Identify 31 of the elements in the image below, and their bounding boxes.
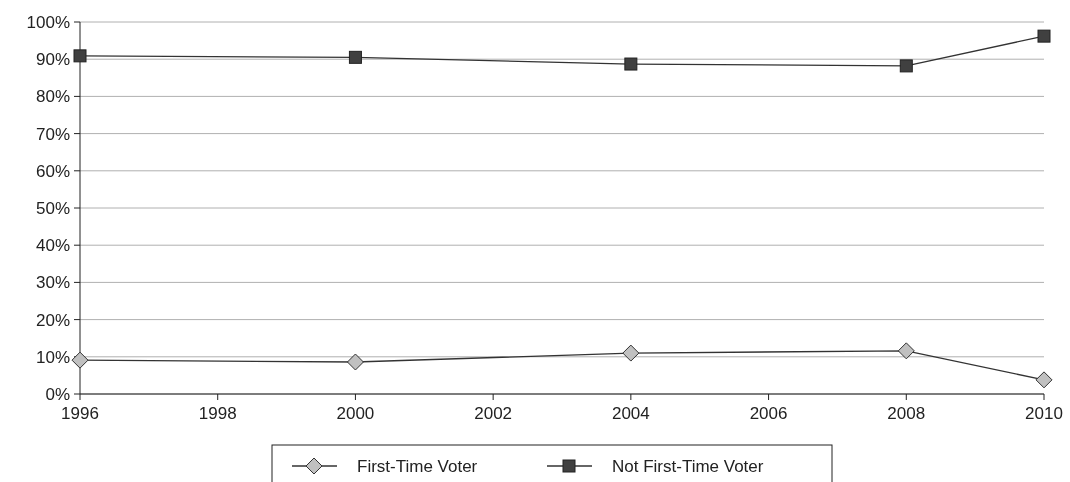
y-tick-label: 40%	[35, 236, 70, 256]
x-tick-label: 2008	[887, 404, 926, 423]
y-tick-label: 10%	[35, 347, 70, 367]
point	[346, 353, 364, 371]
y-tick-label: 100%	[26, 12, 70, 32]
y-tick-label: 50%	[35, 198, 70, 218]
x-tick-label: 2010	[1025, 404, 1063, 423]
legend-label: Not First-Time Voter	[612, 456, 764, 476]
point	[348, 50, 362, 64]
x-tick-label: 2006	[749, 404, 788, 423]
y-tick-label: 30%	[35, 273, 70, 293]
point	[897, 342, 915, 360]
x-tick-label: 2000	[336, 404, 375, 423]
x-tick-label: 1996	[61, 404, 99, 423]
point	[624, 57, 638, 71]
point	[71, 351, 89, 369]
y-tick-label: 0%	[45, 384, 70, 404]
y-tick-label: 20%	[35, 310, 70, 330]
legend-label: First-Time Voter	[357, 456, 478, 476]
point	[899, 59, 913, 73]
y-tick-label: 70%	[35, 124, 70, 144]
point	[1037, 29, 1051, 43]
point	[622, 344, 640, 362]
y-tick-label: 90%	[35, 50, 70, 70]
y-tick-label: 60%	[35, 161, 70, 181]
point	[1035, 371, 1053, 389]
x-tick-label: 1998	[198, 404, 237, 423]
x-tick-label: 2004	[611, 404, 650, 423]
y-tick-label: 80%	[35, 87, 70, 107]
point	[73, 49, 87, 63]
x-tick-label: 2002	[474, 404, 513, 423]
